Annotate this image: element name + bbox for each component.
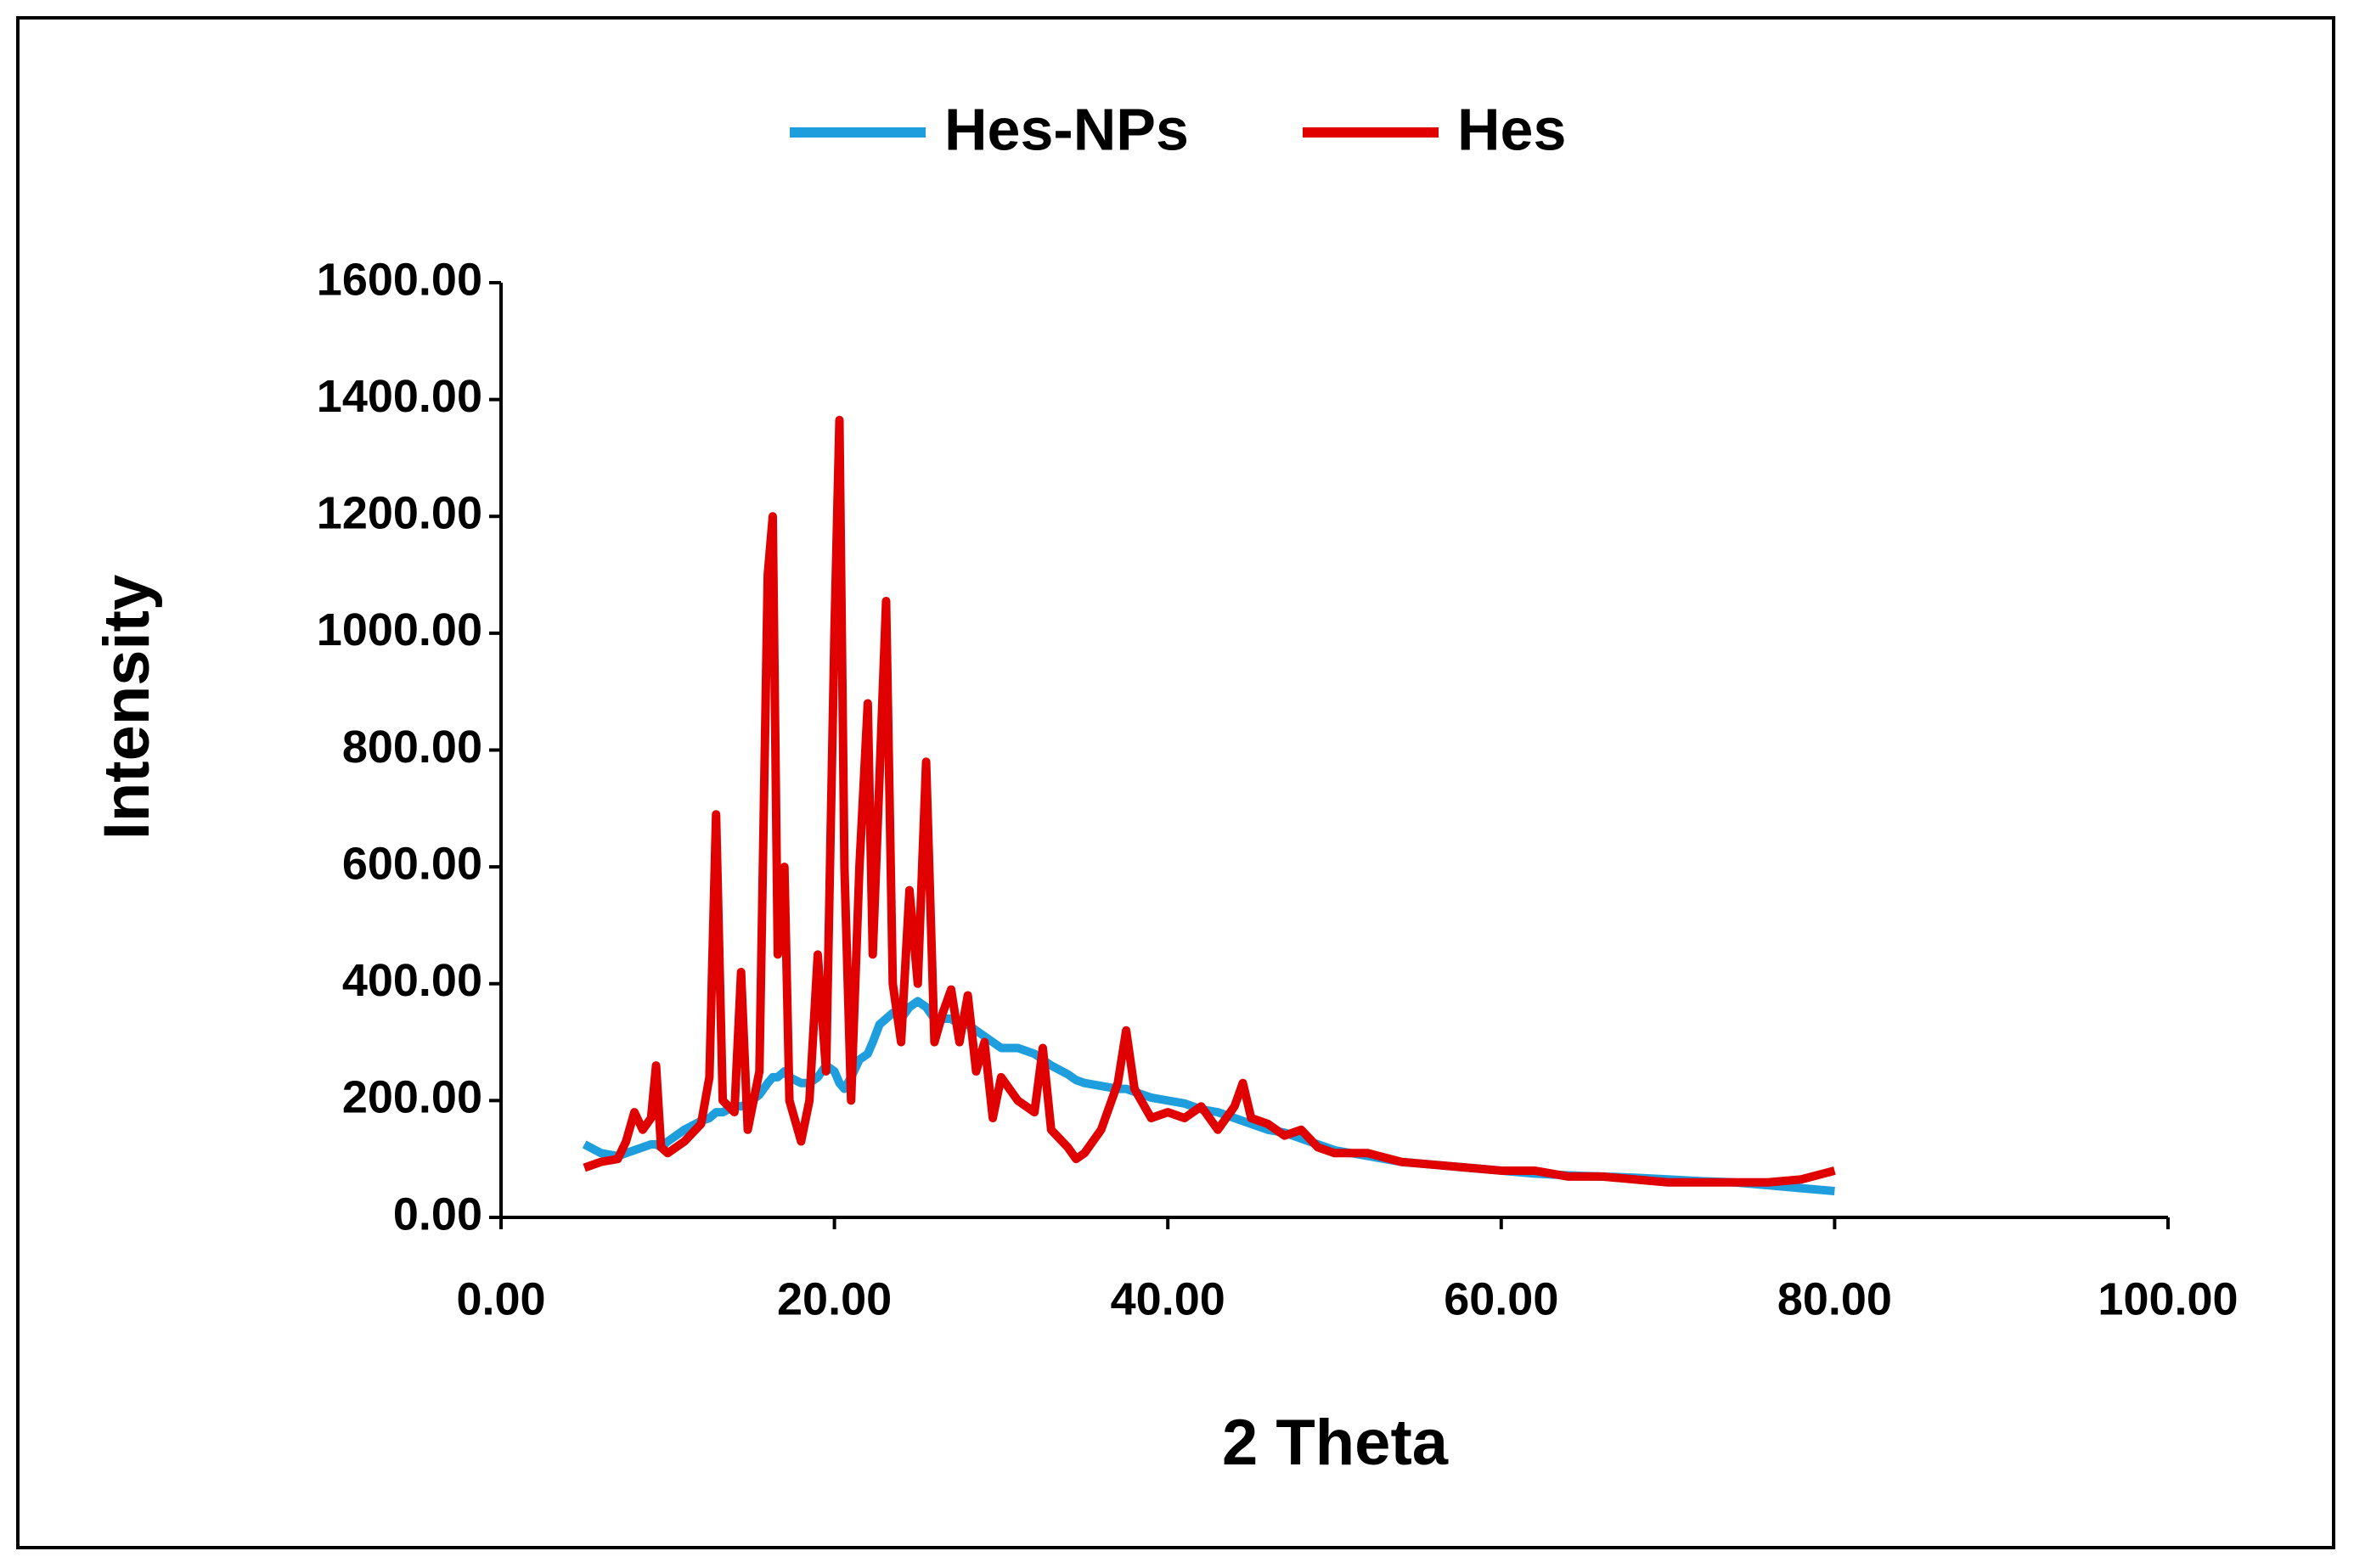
x-tick-label: 20.00 xyxy=(777,1273,892,1324)
y-tick-label: 400.00 xyxy=(342,955,482,1006)
y-tick-label: 1400.00 xyxy=(317,371,482,422)
x-tick-label: 0.00 xyxy=(456,1273,545,1324)
chart-border xyxy=(16,16,2335,1549)
y-tick-label: 0.00 xyxy=(393,1189,482,1239)
y-tick-label: 1200.00 xyxy=(317,488,482,539)
x-tick-label: 100.00 xyxy=(2098,1273,2238,1324)
y-tick-label: 600.00 xyxy=(342,838,482,889)
y-axis-title: Intensity xyxy=(91,575,163,840)
x-axis-title: 2 Theta xyxy=(1222,1407,1449,1479)
x-tick-label: 40.00 xyxy=(1111,1273,1225,1324)
y-tick-label: 1000.00 xyxy=(317,604,482,655)
legend-label: Hes-NPs xyxy=(944,96,1189,162)
data-line xyxy=(583,415,1836,1187)
x-tick-label: 80.00 xyxy=(1777,1273,1892,1324)
y-tick-label: 200.00 xyxy=(342,1072,482,1123)
legend-label: Hes xyxy=(1457,96,1566,162)
x-tick-label: 60.00 xyxy=(1444,1273,1558,1324)
y-tick-label: 1600.00 xyxy=(317,254,482,305)
y-tick-label: 800.00 xyxy=(342,722,482,773)
